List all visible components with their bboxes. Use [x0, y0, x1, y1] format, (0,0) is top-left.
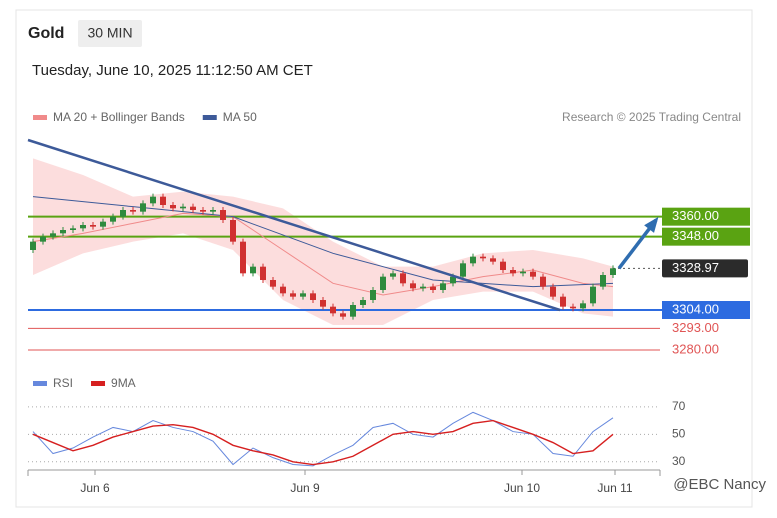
candle	[430, 286, 436, 290]
candle	[300, 293, 306, 297]
candle	[550, 286, 556, 297]
candle	[280, 286, 286, 294]
candle	[600, 275, 606, 287]
candle	[200, 210, 206, 212]
level-box	[662, 207, 750, 226]
candle	[610, 268, 616, 275]
candle	[400, 273, 406, 284]
x-tick-label: Jun 10	[504, 481, 540, 495]
legend-swatch	[202, 115, 217, 120]
level-box	[662, 301, 750, 319]
candle	[480, 256, 486, 259]
candle	[180, 206, 186, 209]
trendline	[27, 138, 561, 312]
legend-label: RSI	[53, 376, 73, 390]
candle	[540, 276, 546, 287]
price-box	[662, 259, 748, 278]
legend-swatch	[33, 381, 47, 386]
candle	[170, 205, 176, 209]
candle	[330, 306, 336, 314]
candle	[190, 206, 196, 210]
candle	[310, 293, 316, 300]
arrow-head	[644, 216, 659, 233]
legend-label: MA 50	[223, 110, 257, 124]
y-tick-label: 30	[672, 454, 686, 468]
candle	[210, 210, 216, 212]
candle	[570, 306, 576, 309]
candle	[340, 313, 346, 317]
ma-line	[32, 196, 614, 288]
candle	[510, 270, 516, 274]
candle	[520, 271, 526, 274]
candle	[30, 241, 36, 250]
candle	[590, 286, 596, 304]
candle	[470, 256, 476, 264]
candle	[160, 196, 166, 205]
level-label: 3293.00	[672, 320, 719, 335]
candle	[320, 300, 326, 307]
candle	[230, 220, 236, 242]
candle	[50, 233, 56, 237]
candle	[440, 283, 446, 290]
candle	[420, 286, 426, 289]
candle	[580, 303, 586, 309]
legend-label: 9MA	[111, 376, 136, 390]
candle	[70, 228, 76, 230]
candle	[290, 293, 296, 297]
timeframe-badge[interactable]	[78, 20, 142, 47]
rsi-line	[32, 419, 614, 466]
candle	[40, 236, 46, 242]
level-label: 3360.00	[672, 208, 719, 223]
candle	[140, 203, 146, 212]
card	[15, 9, 753, 508]
source: Research © 2025 Trading Central	[562, 110, 741, 124]
rsi-line	[32, 411, 614, 467]
candle	[370, 290, 376, 300]
level-box	[662, 227, 750, 246]
x-tick-label: Jun 11	[597, 481, 632, 495]
candle	[60, 230, 66, 234]
y-tick-label: 70	[672, 399, 686, 413]
timeframe[interactable]: 30 MIN	[87, 25, 132, 41]
candle	[90, 225, 96, 227]
candle	[350, 305, 356, 317]
candle	[80, 225, 86, 229]
candle	[100, 221, 106, 227]
candle	[110, 216, 116, 222]
price-label: 3328.97	[672, 260, 719, 275]
candle	[250, 266, 256, 274]
watermark: @EBC Nancy	[673, 476, 766, 493]
subtitle: Tuesday, June 10, 2025 11:12:50 AM CET	[32, 62, 313, 79]
candle	[530, 271, 536, 277]
chart-title: Gold	[28, 25, 64, 42]
candle	[130, 210, 136, 212]
candle	[220, 210, 226, 220]
x-tick-label: Jun 9	[290, 481, 320, 495]
candle	[500, 261, 506, 270]
y-tick-label: 50	[672, 426, 686, 440]
bollinger-band	[33, 158, 613, 325]
level-label: 3280.00	[672, 341, 719, 356]
candle	[410, 283, 416, 289]
candle	[360, 300, 366, 305]
candle	[450, 276, 456, 284]
candle	[390, 273, 396, 277]
candle	[260, 266, 266, 280]
legend-swatch	[33, 115, 47, 120]
candle	[240, 241, 246, 274]
candle	[460, 263, 466, 277]
candle	[380, 276, 386, 290]
candle	[560, 296, 566, 307]
level-label: 3348.00	[672, 228, 719, 243]
level-label: 3304.00	[672, 301, 719, 316]
candle	[270, 280, 276, 287]
candle	[120, 210, 126, 217]
x-tick-label: Jun 6	[80, 481, 110, 495]
candle	[490, 258, 496, 262]
legend-swatch	[91, 381, 106, 386]
candle	[150, 196, 156, 204]
legend-label: MA 20 + Bollinger Bands	[53, 110, 185, 124]
